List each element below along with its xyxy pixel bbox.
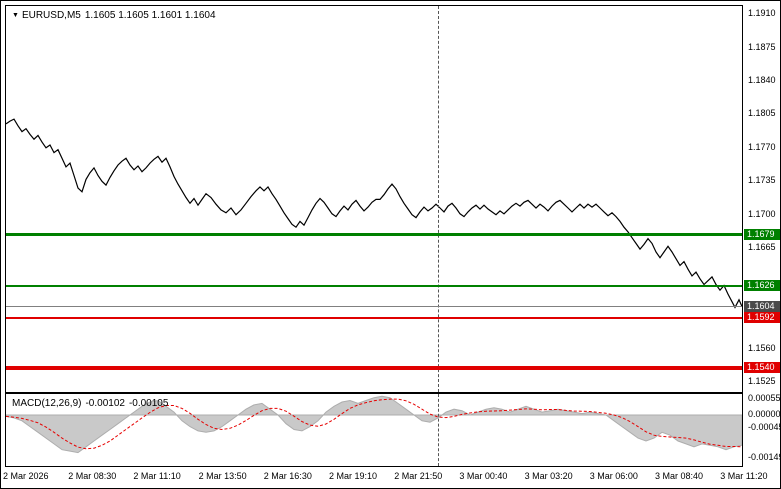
macd-axis-tick: -0.00149 [748,452,781,463]
time-axis-label: 2 Mar 16:30 [263,471,312,481]
time-axis-label: 2 Mar 21:50 [394,471,443,481]
level-line-current-price-1.1604 [6,306,742,307]
symbol-dropdown-icon[interactable]: ▼ [12,12,19,19]
macd-axis-scale[interactable]: 0.00055 0.00000 -0.00045 -0.00149 [744,393,781,467]
price-line [6,118,742,309]
level-line-resistance-1.1626 [6,284,742,287]
price-axis-tick: 1.1840 [748,74,776,85]
chart-title: ▼ EURUSD,M5 1.1605 1.1605 1.1601 1.1604 [12,10,220,21]
price-axis-tick: 1.1910 [748,8,776,18]
macd-indicator-panel[interactable]: MACD(12,26,9) -0.00102 -0.00105 [5,393,743,467]
price-axis-tick: 1.1665 [748,242,776,253]
macd-value-signal: -0.00105 [128,398,169,409]
macd-value-main: -0.00102 [85,398,125,409]
macd-signal-line [6,398,742,450]
macd-name: MACD(12,26,9) [12,398,82,409]
price-level-label-1.1679: 1.1679 [744,228,780,240]
period-separator-line [438,394,439,466]
time-axis-label: 3 Mar 00:40 [459,471,508,481]
time-axis[interactable]: 2 Mar 2026 2 Mar 08:30 2 Mar 11:10 2 Mar 13… [1,467,780,488]
price-axis-tick: 1.1875 [748,41,776,52]
macd-axis-tick: 0.00055 [748,393,781,404]
time-axis-label: 3 Mar 03:20 [524,471,573,481]
price-level-label-1.1592: 1.1592 [744,312,780,323]
macd-axis-tick: 0.00000 [748,409,781,419]
price-line-chart [6,118,742,309]
price-axis-tick: 1.1700 [748,208,776,219]
period-separator-line [438,6,439,392]
time-axis-label: 3 Mar 08:40 [655,471,704,481]
time-axis-label: 2 Mar 2026 [3,471,49,481]
level-line-support-1.1540 [6,365,742,370]
price-axis-scale[interactable]: 1.1679 1.1626 1.1604 1.1592 1.1540 1.1910 1.18… [744,5,780,393]
time-axis-label: 3 Mar 06:00 [589,471,638,481]
price-axis-tick: 1.1560 [748,342,776,353]
price-axis-tick: 1.1770 [748,141,776,152]
price-axis-tick: 1.1735 [748,175,776,186]
price-axis-tick: 1.1525 [748,376,776,386]
chart-ohlc-values: 1.1605 1.1605 1.1601 1.1604 [84,10,216,21]
level-line-support-1.1592 [6,317,742,319]
time-axis-label: 2 Mar 08:30 [68,471,117,481]
price-axis-tick: 1.1805 [748,108,776,119]
time-axis-label: 3 Mar 11:20 [720,471,768,481]
time-axis-label: 2 Mar 19:10 [329,471,378,481]
macd-label: MACD(12,26,9) -0.00102 -0.00105 [12,398,172,409]
price-level-label-1.1626: 1.1626 [744,279,780,291]
chart-symbol-period: EURUSD,M5 [21,10,81,21]
time-axis-label: 2 Mar 13:50 [198,471,247,481]
macd-chart [6,395,742,454]
price-level-label-1.1604: 1.1604 [744,300,780,312]
macd-histogram [6,395,742,454]
macd-axis-tick: -0.00045 [748,422,781,432]
price-level-label-1.1540: 1.1540 [744,361,780,373]
level-line-resistance-1.1679 [6,233,742,237]
time-axis-label: 2 Mar 11:10 [133,471,181,481]
price-chart-panel[interactable]: ▼ EURUSD,M5 1.1605 1.1605 1.1601 1.1604 [5,5,743,393]
